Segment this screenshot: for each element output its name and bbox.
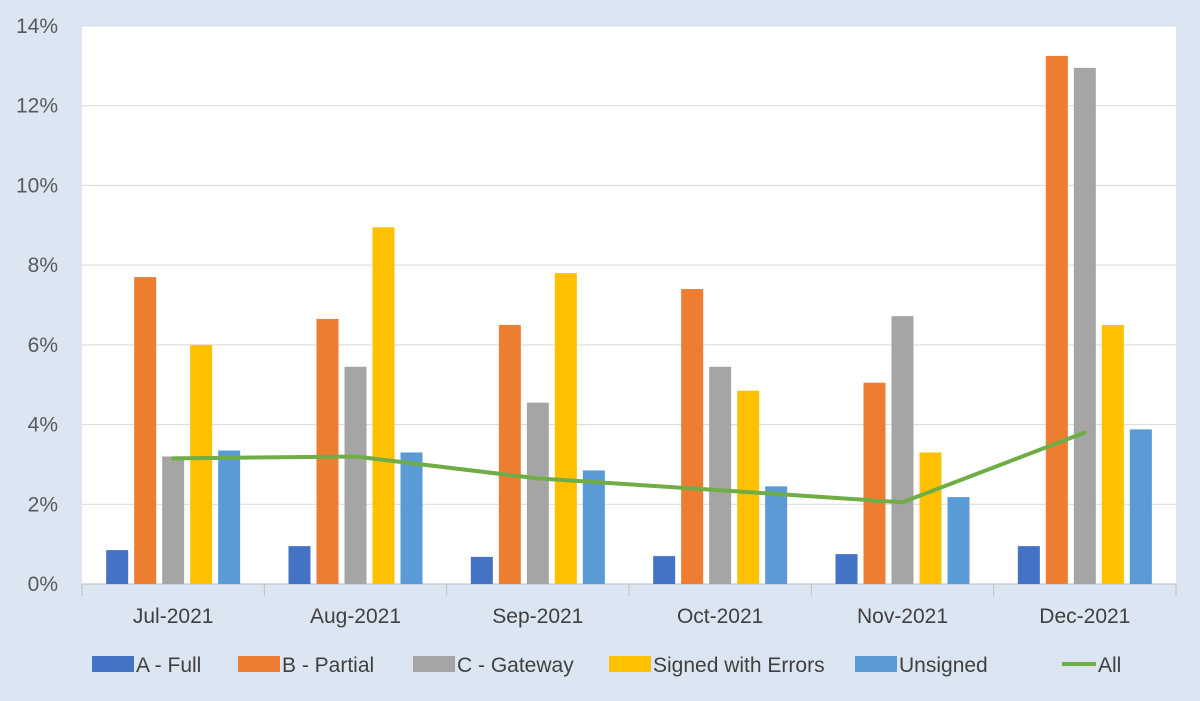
bar <box>709 366 732 584</box>
bar <box>681 289 704 584</box>
bar <box>372 227 395 584</box>
bar <box>1073 67 1096 585</box>
x-tick-label: Dec-2021 <box>1039 605 1130 628</box>
bar <box>947 497 970 584</box>
bar <box>863 382 886 584</box>
y-tick-label: 10% <box>16 174 58 197</box>
legend-label: Signed with Errors <box>653 654 825 677</box>
y-tick-label: 4% <box>28 414 58 437</box>
y-tick-label: 2% <box>28 493 58 516</box>
y-tick-label: 8% <box>28 254 58 277</box>
x-tick-label: Sep-2021 <box>492 605 583 628</box>
y-tick-label: 12% <box>16 95 58 118</box>
legend-swatch <box>609 656 651 672</box>
legend-swatch <box>92 656 134 672</box>
bar <box>470 556 493 584</box>
bar <box>765 486 788 584</box>
bar <box>1017 546 1040 584</box>
bar <box>554 273 577 584</box>
x-tick-label: Jul-2021 <box>133 605 214 628</box>
bar <box>344 366 367 584</box>
bar <box>653 556 676 584</box>
bar <box>835 554 858 584</box>
bar <box>134 277 157 584</box>
bar <box>737 390 760 584</box>
legend-swatch <box>238 656 280 672</box>
y-tick-label: 6% <box>28 334 58 357</box>
bar <box>218 450 241 584</box>
legend-label: All <box>1098 654 1121 677</box>
bar <box>316 318 339 584</box>
bar <box>400 452 423 584</box>
bar <box>162 456 185 584</box>
plot-background <box>82 26 1176 584</box>
legend-swatch <box>855 656 897 672</box>
bar <box>582 470 605 584</box>
legend-label: A - Full <box>136 654 201 677</box>
legend-label: B - Partial <box>282 654 374 677</box>
bar <box>1129 429 1152 584</box>
x-tick-label: Oct-2021 <box>677 605 763 628</box>
bar <box>190 344 213 584</box>
y-tick-label: 14% <box>16 15 58 38</box>
bar <box>106 550 129 584</box>
y-tick-label: 0% <box>28 573 58 596</box>
series-line <box>171 430 1087 505</box>
bar <box>526 402 549 584</box>
legend-label: Unsigned <box>899 654 988 677</box>
bar <box>498 324 521 584</box>
legend-label: C - Gateway <box>457 654 574 677</box>
legend-swatch <box>413 656 455 672</box>
bar <box>1101 324 1124 584</box>
x-tick-label: Aug-2021 <box>310 605 401 628</box>
bar <box>919 452 942 584</box>
x-tick-label: Nov-2021 <box>857 605 948 628</box>
bar <box>1045 55 1068 584</box>
bar <box>891 316 914 584</box>
bar <box>288 546 311 584</box>
